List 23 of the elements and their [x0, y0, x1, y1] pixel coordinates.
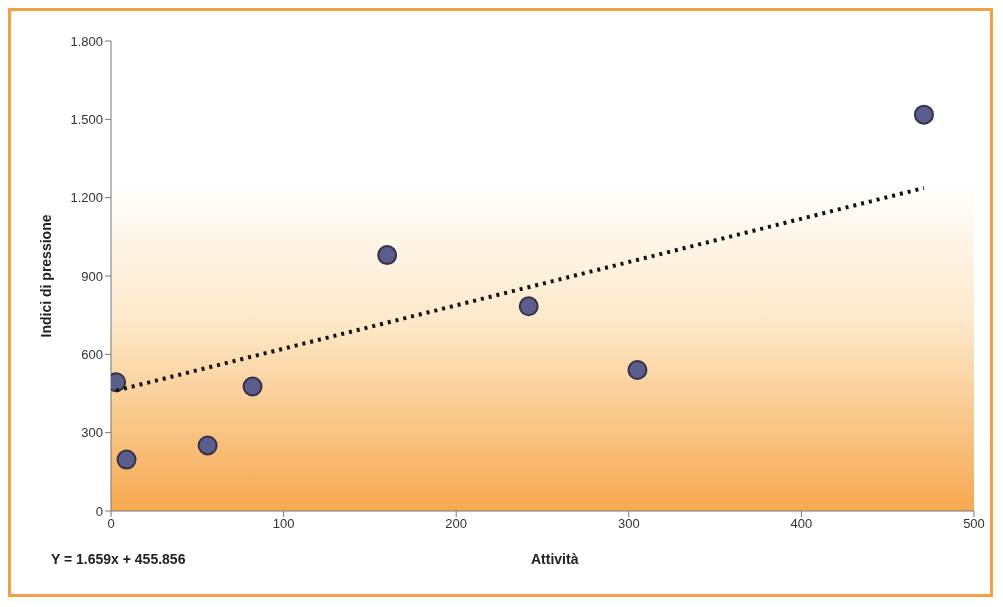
- x-axis-title: Attività: [531, 551, 579, 567]
- point: [116, 449, 137, 470]
- point: [377, 245, 398, 266]
- point: [518, 296, 539, 317]
- y-tick-label: 1.800: [70, 33, 103, 49]
- x-tick-label: 100: [272, 516, 295, 532]
- text: Y = 1.659x + 455.856: [51, 551, 186, 567]
- point: [242, 376, 263, 397]
- point: [913, 104, 934, 125]
- y-tick-label: 1.200: [70, 190, 103, 206]
- y-tick-label: 1.500: [70, 111, 103, 127]
- y-tick-label: 900: [81, 268, 103, 284]
- y-tick-label: 300: [81, 425, 103, 441]
- x-tick-label: 500: [963, 516, 985, 532]
- x-tick-label: 300: [617, 516, 640, 532]
- y-tick-label: 0: [95, 503, 103, 519]
- y-axis-title: Indici di pressione: [37, 214, 54, 338]
- x-tick-label: 200: [445, 516, 468, 532]
- x-tick-label: 0: [107, 516, 115, 532]
- point: [627, 360, 648, 380]
- y-tick-label: 600: [81, 346, 103, 362]
- point: [197, 435, 218, 456]
- x-tick-label: 400: [790, 516, 813, 532]
